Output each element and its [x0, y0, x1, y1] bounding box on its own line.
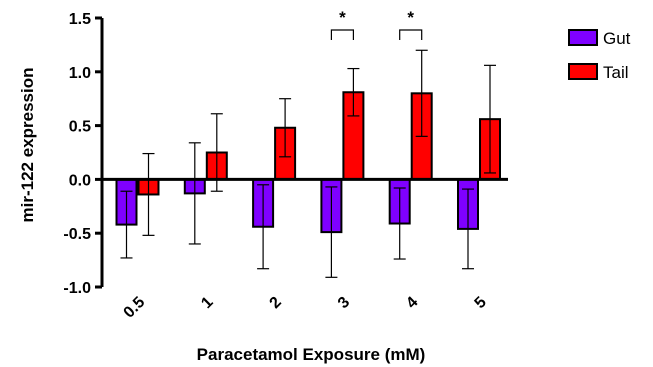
y-tick-label: 1.0 [69, 65, 91, 82]
significance-bracket [330, 29, 354, 40]
x-axis-title: Paracetamol Exposure (mM) [197, 345, 426, 364]
x-tick-label: 2 [267, 294, 285, 312]
legend-swatch-gut [568, 29, 598, 46]
x-tick-label: 5 [472, 294, 490, 312]
legend: Gut Tail [568, 29, 631, 82]
x-tick-label: 3 [335, 294, 353, 312]
x-tick-label: 1 [198, 294, 216, 312]
significance-marker: * [407, 8, 414, 27]
significance-marker: * [339, 8, 346, 27]
y-tick-label: 1.5 [69, 11, 91, 28]
x-tick-label: 0.5 [121, 294, 149, 322]
y-tick-label: -0.5 [63, 226, 91, 243]
plot-area: 1.5 1.0 0.5 0.0 -0.5 -1.0 0.5 1 2 3 4 5 * * [63, 8, 508, 322]
x-tick-label: 4 [403, 294, 421, 312]
y-axis-title: mir-122 expression [18, 68, 37, 223]
legend-label-gut: Gut [603, 29, 631, 48]
legend-label-tail: Tail [603, 63, 629, 82]
y-tick-label: 0.0 [69, 172, 91, 189]
significance-bracket [399, 29, 423, 40]
y-tick-label: -1.0 [63, 280, 91, 297]
legend-swatch-tail [568, 63, 598, 80]
y-tick-label: 0.5 [69, 119, 91, 136]
